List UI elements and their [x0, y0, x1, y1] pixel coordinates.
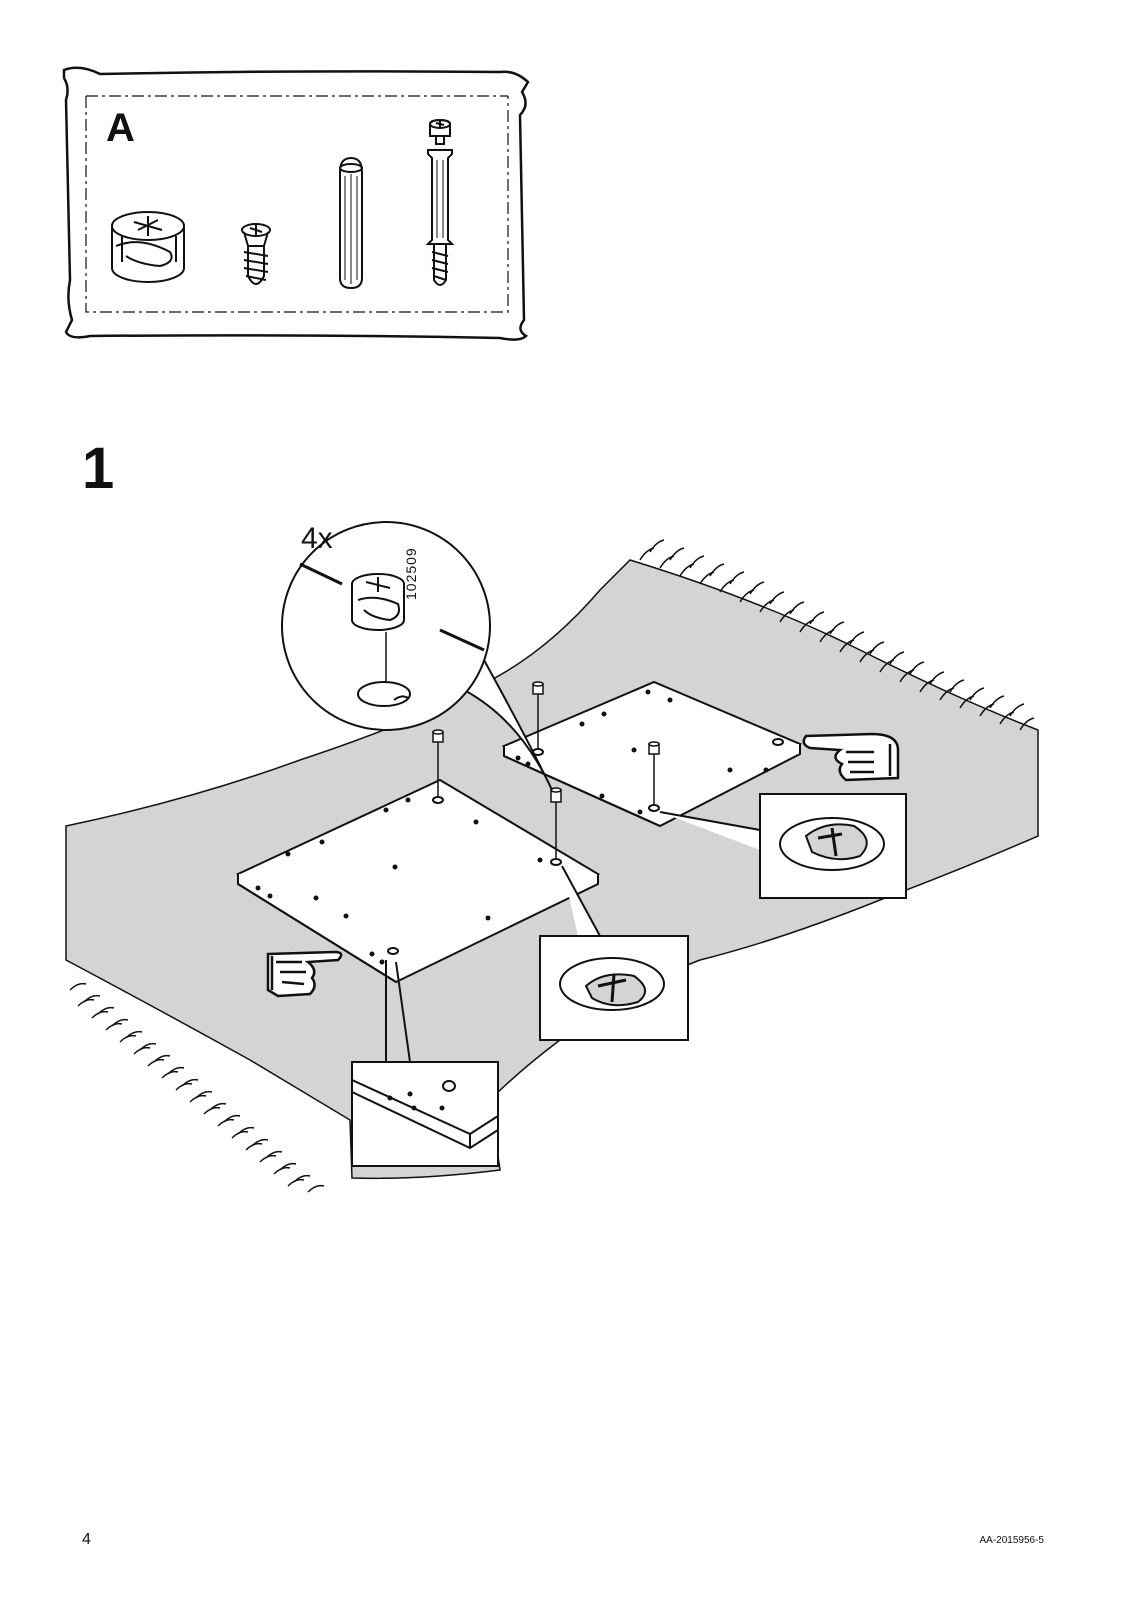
detail-box-right	[659, 793, 907, 899]
screw-icon	[241, 223, 271, 285]
fringe-bottom	[69, 982, 325, 1193]
wooden-dowel-icon	[339, 156, 363, 290]
cam-nut-placements	[432, 681, 660, 860]
step-number: 1	[82, 436, 115, 501]
fringe-top	[639, 539, 1035, 731]
panel-left	[235, 778, 601, 984]
part-number-label: 102509	[403, 547, 419, 600]
hardware-bag-icon	[62, 66, 530, 341]
cam-nut-small-icon	[648, 741, 660, 806]
detail-box-center	[539, 865, 689, 1041]
page-number: 4	[82, 1531, 91, 1548]
hardware-bag-label: A	[106, 106, 135, 150]
document-code: AA-2015956-5	[979, 1535, 1045, 1546]
cam-nut-small-icon	[532, 681, 544, 750]
magnifier-callout-icon	[281, 521, 553, 791]
quantity-label: 4x	[301, 522, 333, 555]
cam-lock-nut-icon	[111, 211, 185, 283]
pointing-hand-icon	[802, 732, 900, 782]
cam-nut-small-icon	[432, 729, 444, 798]
cam-nut-small-icon	[550, 787, 562, 860]
detail-box-bottom	[351, 960, 499, 1167]
cam-lock-bolt-icon	[425, 118, 455, 286]
pointing-hand-icon	[266, 950, 343, 998]
